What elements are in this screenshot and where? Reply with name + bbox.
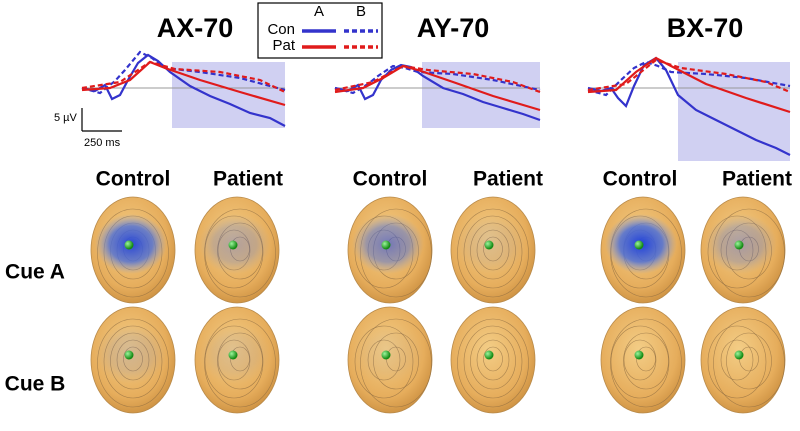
head-map (194, 306, 280, 414)
con-a (587, 56, 791, 156)
panel-title: AY-70 (417, 13, 490, 43)
legend-column: A (314, 3, 324, 20)
legend-column: B (356, 3, 366, 20)
contour (713, 318, 785, 408)
topographic-maps (90, 196, 786, 414)
panel-title: BX-70 (667, 13, 744, 43)
row-label: Cue A (5, 261, 65, 284)
scalp (700, 306, 786, 414)
scalp (600, 306, 686, 414)
electrode (381, 350, 391, 360)
electrode (124, 350, 134, 360)
row-label: Cue B (5, 373, 66, 396)
head-map (347, 196, 433, 304)
legend-row: Pat (272, 37, 295, 54)
head-map (194, 196, 280, 304)
contour (476, 339, 510, 381)
electrode (634, 350, 644, 360)
electrode (484, 240, 494, 250)
scalp (450, 306, 536, 414)
contour (457, 318, 529, 408)
electrode (734, 240, 744, 250)
column-label: Patient (473, 168, 543, 191)
contour (720, 339, 754, 381)
contour (726, 332, 772, 390)
scale-amplitude: 5 µV (54, 112, 78, 124)
head-map (450, 306, 536, 414)
contour (707, 325, 767, 399)
legend-row: Con (267, 21, 295, 38)
electrode (124, 240, 134, 250)
column-label: Control (353, 168, 428, 191)
pat-b (81, 60, 286, 93)
head-map (90, 196, 176, 304)
contour (470, 332, 516, 390)
waveform-panel (587, 56, 791, 156)
head-map (700, 196, 786, 304)
head-map (90, 306, 176, 414)
pat-b (334, 64, 541, 94)
column-label: Patient (213, 168, 283, 191)
column-label: Control (603, 168, 678, 191)
waveforms: 5 µV 250 ms (54, 50, 791, 161)
head-map (600, 306, 686, 414)
head-map (600, 196, 686, 304)
panel-title: AX-70 (157, 13, 234, 43)
electrode (734, 350, 744, 360)
electrode (228, 240, 238, 250)
head-map (450, 196, 536, 304)
contour (463, 325, 523, 399)
electrode (228, 350, 238, 360)
head-map (347, 306, 433, 414)
contour (623, 339, 657, 381)
legend: A B Con Pat (257, 2, 383, 59)
con-b (587, 60, 791, 97)
contour (610, 325, 670, 399)
column-label: Control (96, 168, 171, 191)
contour (623, 332, 669, 390)
contour (610, 318, 682, 408)
waveform-panel (334, 63, 541, 122)
scale-time: 250 ms (84, 137, 121, 149)
contour (483, 346, 503, 372)
contour (636, 346, 656, 372)
electrode (634, 240, 644, 250)
waveform-panel (81, 50, 286, 127)
column-label: Patient (722, 168, 792, 191)
con-b (81, 50, 286, 95)
electrode (484, 350, 494, 360)
electrode (381, 240, 391, 250)
time-window (422, 62, 540, 128)
head-map (700, 306, 786, 414)
